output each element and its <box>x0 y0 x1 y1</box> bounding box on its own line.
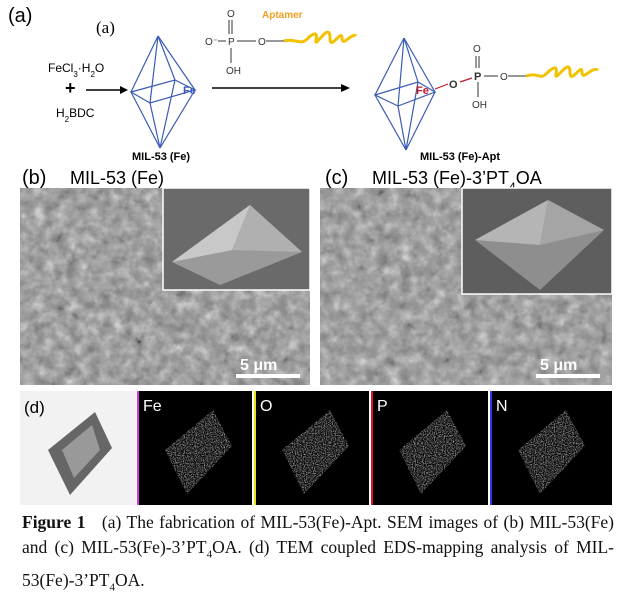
panel-title: MIL-53 (Fe)-3’PT4OA <box>372 168 542 194</box>
caption-label: Figure 1 <box>22 512 86 532</box>
caption: Figure 1 (a) The fabrication of MIL-53(F… <box>22 510 614 600</box>
bonds <box>434 77 473 90</box>
crystal-face <box>540 200 604 245</box>
caption-text: OA. <box>114 569 145 590</box>
panel-c: (c) MIL-53 (Fe)-3’PT4OA 5 μm <box>320 167 613 385</box>
arrow-head <box>120 86 128 94</box>
svg-text:O: O <box>500 72 508 83</box>
svg-text:Fe: Fe <box>416 85 429 97</box>
subscript: 4 <box>206 548 213 561</box>
caption-text: (a) The fabrication of MIL-53(Fe)-Apt. S… <box>22 512 614 557</box>
scale-bar <box>536 374 600 378</box>
element-label: Fe <box>143 398 162 415</box>
panel-label: (a) <box>8 5 32 27</box>
fe-site: Fe <box>183 85 196 97</box>
panel-label: (d) <box>24 398 45 417</box>
aptamer-strand <box>525 65 599 78</box>
element-distribution <box>518 410 585 494</box>
svg-text:OH: OH <box>226 66 241 77</box>
svg-text:OH: OH <box>472 100 487 111</box>
linkage: Fe O P O O OH <box>416 44 508 111</box>
arrow-head <box>341 84 350 92</box>
product-label: MIL-53 (Fe)-Apt <box>420 151 500 163</box>
bonds <box>218 20 284 63</box>
aptamer-label: Aptamer <box>262 10 303 21</box>
element-distribution <box>282 410 349 494</box>
element-label: N <box>496 398 508 415</box>
aptamer-strand <box>283 30 358 44</box>
panel-label: (a) <box>96 18 115 37</box>
caption-text: OA. (d) TEM coupled EDS-mapping analysis… <box>22 537 615 590</box>
octahedron <box>373 37 437 151</box>
plus: + <box>65 78 76 98</box>
panel-label: (b) <box>22 167 46 189</box>
svg-text:P: P <box>474 71 481 83</box>
reactant: H2BDC <box>56 106 95 124</box>
subscript: 4 <box>109 581 115 593</box>
reactant: FeCl3·H2O <box>48 61 104 79</box>
svg-text:O: O <box>473 44 481 55</box>
svg-text:O⁻: O⁻ <box>205 37 218 48</box>
svg-text:O: O <box>449 79 458 91</box>
svg-text:O: O <box>258 37 266 48</box>
panel-title: MIL-53 (Fe) <box>70 168 164 188</box>
bonds <box>475 56 526 97</box>
crystal-face <box>172 205 250 262</box>
octahedron <box>129 35 197 149</box>
svg-text:P: P <box>228 37 235 48</box>
element-label: P <box>377 398 388 415</box>
panel-label: (c) <box>325 167 348 189</box>
crystal-face <box>475 200 548 245</box>
crystal-face <box>232 205 302 252</box>
panel-a: (a) (a) FeCl3·H2O + H2BDC Fe MIL-53 (Fe)… <box>8 5 599 163</box>
scale-bar-label: 5 μm <box>540 357 577 374</box>
panel-d: (d) Fe O P N <box>20 391 612 505</box>
figure: (a) (a) FeCl3·H2O + H2BDC Fe MIL-53 (Fe)… <box>8 5 613 505</box>
eds-maps: Fe O P N <box>137 391 612 505</box>
scale-bar-label: 5 μm <box>240 357 277 374</box>
scale-bar <box>236 374 300 378</box>
svg-text:O: O <box>227 9 235 20</box>
phosphate: O O⁻ P O OH <box>205 9 266 77</box>
product-label: MIL-53 (Fe) <box>132 151 190 163</box>
element-label: O <box>260 398 272 415</box>
panel-b: (b) MIL-53 (Fe) 5 μm <box>20 167 311 385</box>
element-distribution <box>165 410 232 494</box>
element-distribution <box>399 410 466 494</box>
tem-crystal-core <box>62 425 100 478</box>
